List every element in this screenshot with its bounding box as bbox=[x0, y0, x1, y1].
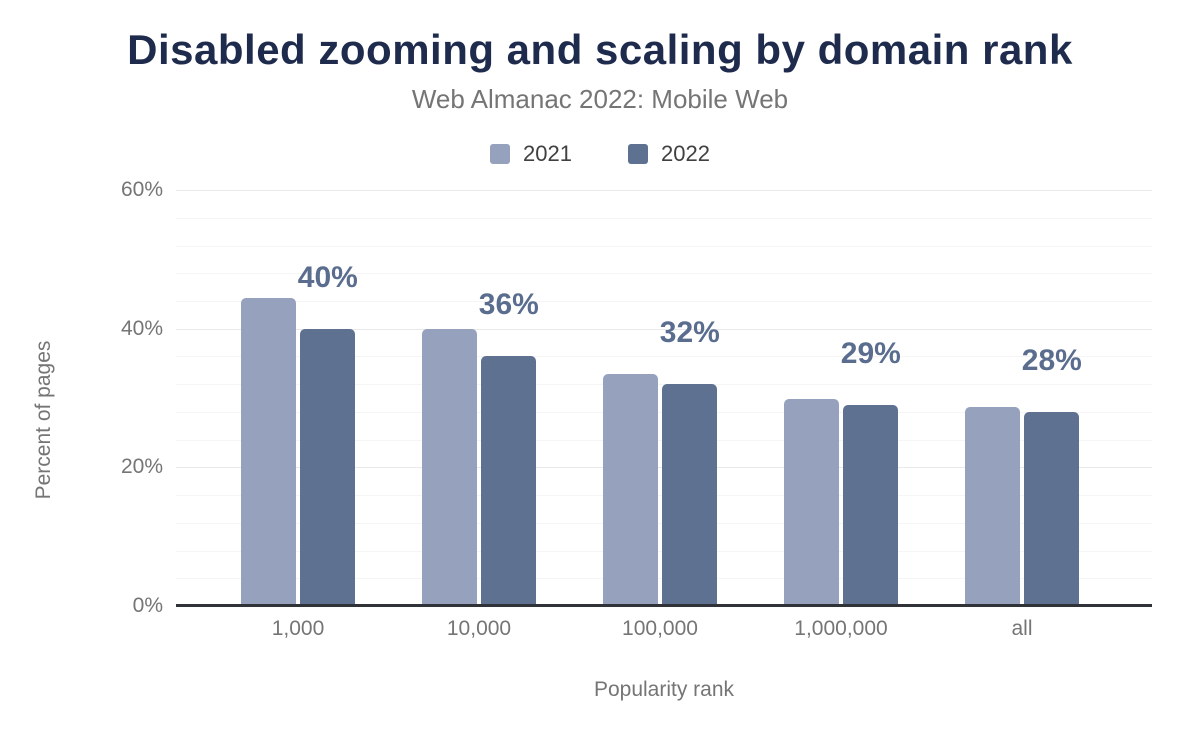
chart-subtitle: Web Almanac 2022: Mobile Web bbox=[411, 84, 789, 114]
y-tick-label: 40% bbox=[120, 316, 163, 340]
y-tick-label: 60% bbox=[120, 178, 163, 201]
bar-value-label: 29% bbox=[840, 336, 901, 370]
x-tick-label: 10,000 bbox=[446, 617, 512, 640]
bar-2022 bbox=[300, 328, 356, 606]
x-axis-title: Popularity rank bbox=[593, 678, 735, 701]
legend: 2021 2022 bbox=[0, 143, 1200, 165]
bar-2022 bbox=[662, 384, 718, 606]
bar-value-label: 28% bbox=[1021, 343, 1082, 377]
legend-label-2021: 2021 bbox=[523, 141, 572, 166]
x-axis-line bbox=[176, 604, 1152, 607]
bar-2021 bbox=[964, 407, 1020, 606]
bar-2021 bbox=[602, 374, 658, 606]
gridline-minor bbox=[176, 356, 1152, 358]
gridline-major bbox=[176, 190, 1152, 191]
bar-2022 bbox=[481, 356, 537, 606]
bar-2022 bbox=[843, 404, 899, 606]
chart-title: Disabled zooming and scaling by domain r… bbox=[127, 26, 1073, 73]
bar-2021 bbox=[421, 328, 477, 606]
y-tick-label: 20% bbox=[120, 455, 163, 479]
bar-2021 bbox=[783, 398, 839, 606]
gridline-minor bbox=[176, 300, 1152, 302]
legend-swatch-2021 bbox=[490, 144, 511, 164]
legend-swatch-2022 bbox=[628, 144, 648, 164]
bar-value-label: 36% bbox=[478, 288, 539, 322]
gridline-major bbox=[176, 328, 1152, 330]
legend-item-2021: 2021 bbox=[490, 143, 572, 165]
bar-value-label: 32% bbox=[659, 316, 720, 350]
x-tick-label: 100,000 bbox=[622, 617, 698, 640]
bar-2022 bbox=[1024, 411, 1080, 606]
x-tick-label: 1,000 bbox=[271, 617, 325, 640]
y-tick-label: 0% bbox=[132, 594, 163, 617]
gridline-minor bbox=[176, 245, 1152, 247]
x-tick-label: 1,000,000 bbox=[794, 617, 888, 640]
gridline-minor bbox=[176, 217, 1152, 219]
legend-label-2022: 2022 bbox=[661, 141, 710, 166]
bar-value-label: 40% bbox=[297, 260, 358, 294]
x-tick-label: all bbox=[1011, 617, 1033, 640]
legend-item-2022: 2022 bbox=[628, 143, 710, 165]
bar-2021 bbox=[240, 298, 296, 606]
gridline-minor bbox=[176, 273, 1152, 275]
y-axis-title: Percent of pages bbox=[32, 340, 55, 500]
